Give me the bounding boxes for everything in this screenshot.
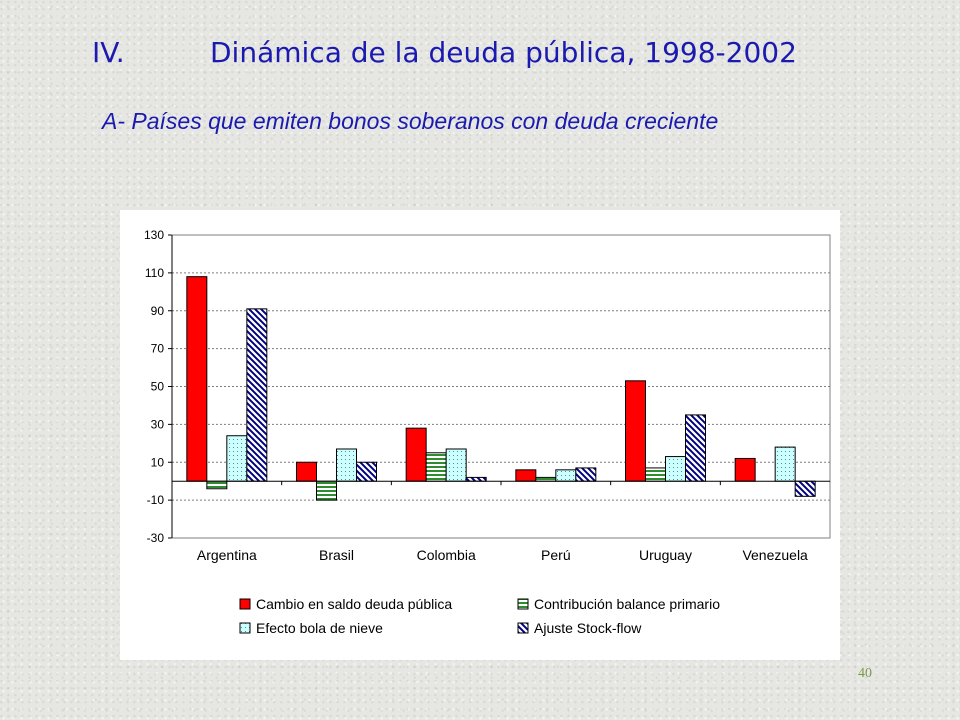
bar-venezuela-series-3 [794,480,816,497]
slide-subtitle: A- Países que emiten bonos soberanos con… [102,108,719,134]
x-category-label: Brasil [319,547,354,563]
x-axis-ticks: Argentina Brasil Colombia Perú Uruguay Venezu… [197,481,808,563]
legend-swatch [239,598,251,610]
bar-venezuela-series-0 [734,457,756,482]
bars [186,276,816,501]
bar-colombia-series-3 [465,476,487,482]
x-category-label: Colombia [417,547,476,563]
legend: Cambio en saldo deuda pública Contribució… [239,596,720,636]
grid [172,234,830,501]
bar-per-series-2 [555,469,577,482]
y-tick-label: 90 [151,304,165,318]
legend-swatch [517,622,529,634]
bar-colombia-series-0 [405,427,427,482]
bar-venezuela-series-2 [774,446,796,482]
legend-label: Cambio en saldo deuda pública [256,596,452,612]
legend-label: Efecto bola de nieve [256,620,383,636]
legend-swatch [517,598,529,610]
y-tick-label: -10 [147,493,165,507]
y-tick-label: 70 [151,342,165,356]
section-number: IV. [92,36,125,69]
y-tick-label: 50 [151,380,165,394]
x-category-label: Venezuela [742,547,808,563]
legend-label: Ajuste Stock-flow [534,620,642,636]
x-category-label: Argentina [197,547,257,563]
bar-argentina-series-3 [246,308,268,482]
chart-panel: 130 110 90 70 50 30 10 -10 -30 Argentina Brasil Co… [120,210,840,660]
x-category-label: Uruguay [639,547,692,563]
slide-title: IV. Dinámica de la deuda pública, 1998-20… [92,36,797,69]
y-tick-label: 110 [145,266,164,280]
bar-chart: 130 110 90 70 50 30 10 -10 -30 Argentina Brasil Co… [144,228,831,636]
axes [171,234,831,539]
bar-per-series-3 [575,467,597,482]
bar-per-series-0 [515,469,537,482]
bar-per-series-1 [535,476,557,482]
bar-brasil-series-3 [356,461,377,482]
bar-colombia-series-1 [425,452,447,482]
y-tick-label: -30 [147,531,165,545]
title-text: Dinámica de la deuda pública, 1998-2002 [210,36,797,69]
page-number: 40 [858,666,872,681]
bar-uruguay-series-2 [665,456,686,482]
bar-brasil-series-1 [316,480,337,501]
bar-uruguay-series-1 [645,467,666,482]
bar-brasil-series-0 [296,461,317,482]
bar-uruguay-series-0 [625,380,646,482]
y-tick-label: 30 [151,417,165,431]
x-category-label: Perú [541,547,571,563]
legend-swatch [239,622,251,634]
bar-argentina-series-2 [226,435,248,482]
y-tick-label: 10 [151,455,165,469]
bar-uruguay-series-3 [685,414,706,482]
y-tick-label: 130 [144,228,164,242]
bar-brasil-series-2 [336,448,357,482]
y-axis-ticks: 130 110 90 70 50 30 10 -10 -30 [144,228,172,545]
bar-argentina-series-0 [186,276,208,482]
bar-argentina-series-1 [206,480,228,490]
bar-colombia-series-2 [445,448,467,482]
legend-label: Contribución balance primario [534,596,720,612]
